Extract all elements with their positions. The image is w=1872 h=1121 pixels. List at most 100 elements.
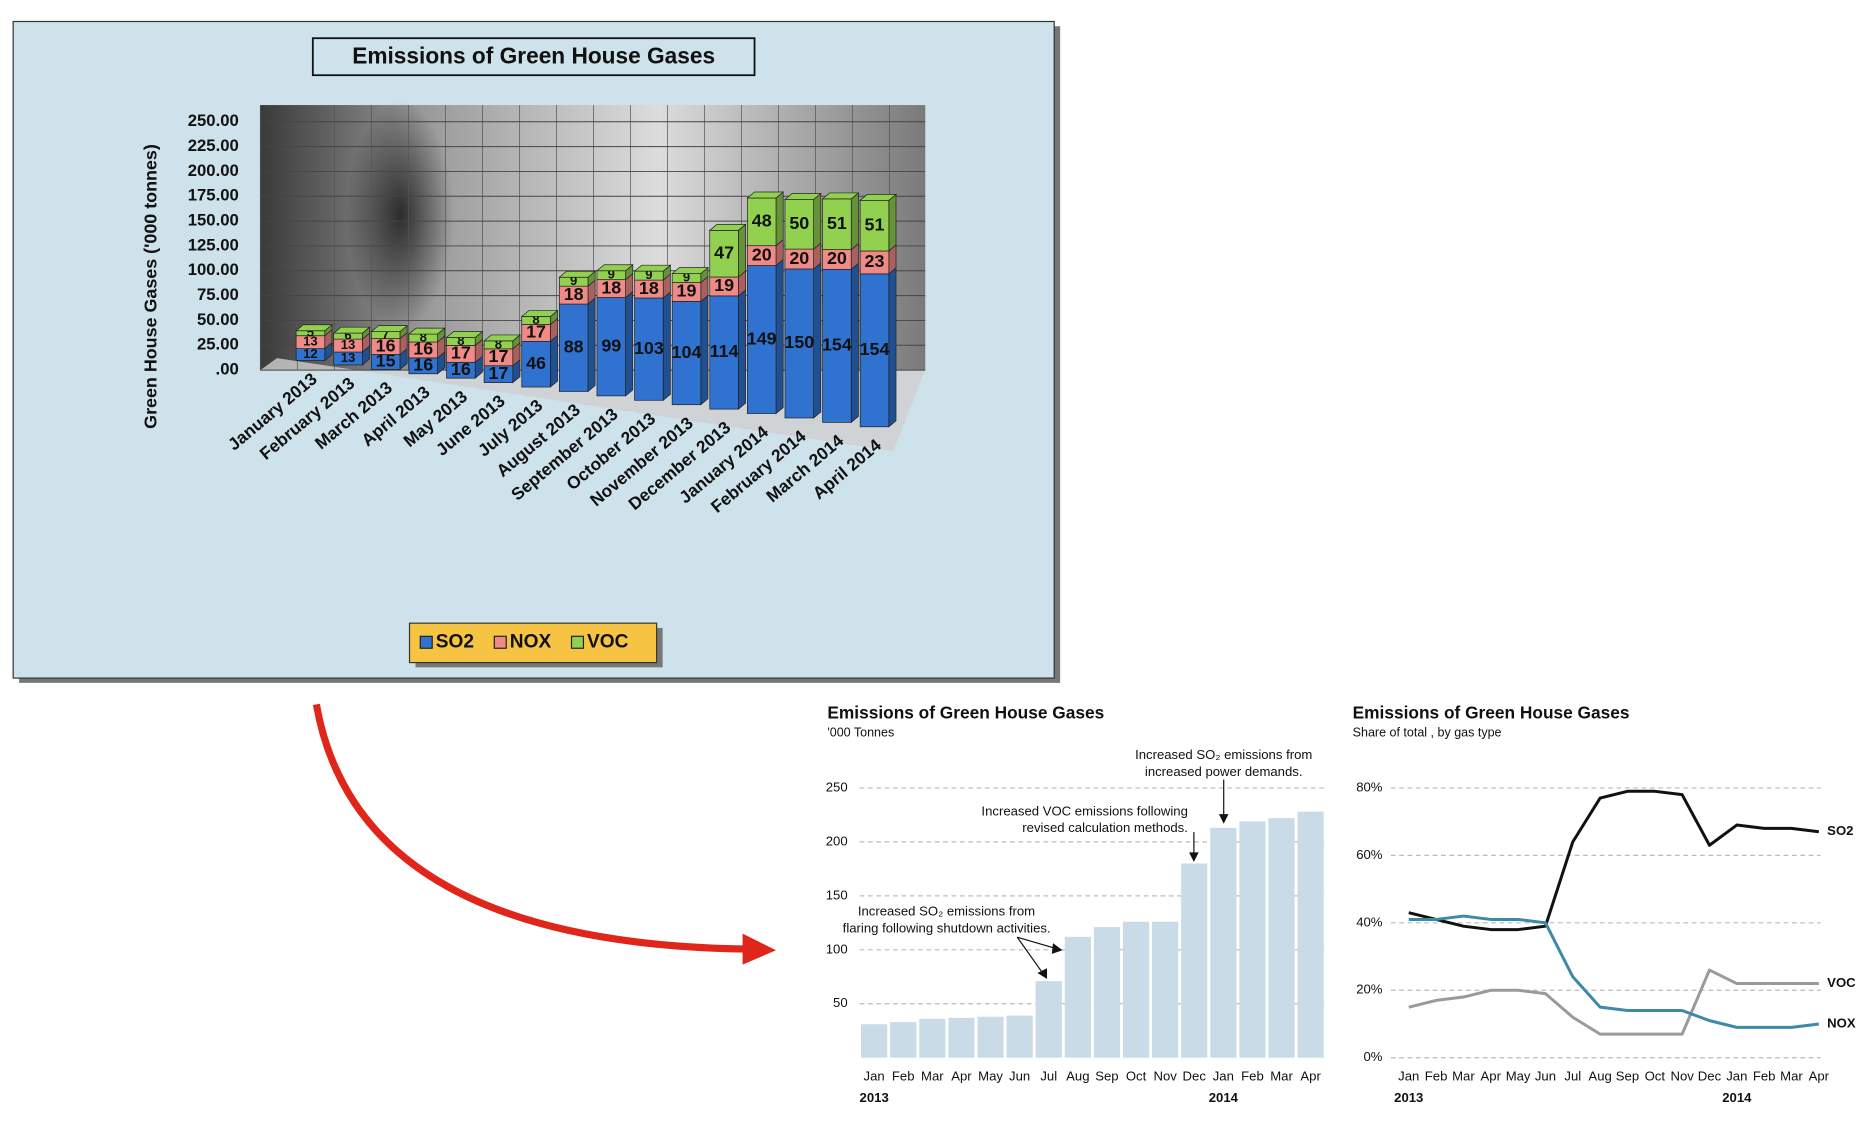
bar-segment (709, 295, 739, 410)
bar (1006, 1015, 1033, 1058)
x-tick-label: Jun (1009, 1068, 1030, 1083)
bar-segment (822, 269, 852, 423)
bar-side (700, 294, 709, 406)
y-tick-label: 250.00 (188, 111, 239, 130)
y-tick-label: 0% (1364, 1049, 1383, 1064)
bar-segment (747, 265, 777, 414)
x-tick-label: May (978, 1068, 1003, 1083)
value-label: 13 (341, 350, 356, 365)
annotation: Increased SO₂ emissions from (858, 904, 1035, 919)
chart-title: Emissions of Green House Gases (1353, 702, 1630, 722)
x-tick-label: Apr (951, 1068, 972, 1083)
bar-top (708, 224, 747, 231)
bar-side (550, 334, 558, 388)
y-tick-label: 150.00 (188, 211, 239, 230)
series-label: SO2 (1827, 823, 1853, 838)
series-line (1408, 789, 1820, 932)
bar-side (775, 191, 784, 247)
bar-top (483, 334, 521, 342)
bar (1093, 927, 1121, 1058)
value-label: 154 (822, 335, 852, 355)
value-label: 6 (344, 328, 351, 343)
bar (919, 1018, 946, 1058)
value-label: 16 (413, 355, 433, 375)
y-tick-label: 50.00 (197, 310, 239, 329)
y-tick-label: 80% (1356, 779, 1383, 794)
x-tick-label: Apr (1809, 1068, 1830, 1083)
bar-top (746, 191, 785, 199)
bar-top (558, 270, 597, 278)
bar-side (888, 267, 897, 428)
y-tick-label: 225.00 (188, 136, 239, 155)
bar (1152, 921, 1179, 1058)
value-label: 8 (495, 336, 502, 351)
value-label: 47 (714, 242, 734, 262)
series-line (1408, 968, 1819, 1036)
x-tick-label: Sep (1616, 1068, 1639, 1083)
legend-swatch (570, 635, 585, 649)
bar-segment (859, 199, 890, 252)
bar-side (813, 262, 822, 419)
value-label: 149 (747, 328, 777, 348)
value-label: 99 (601, 335, 621, 355)
x-tick-label: Feb (1241, 1068, 1264, 1083)
y-tick-label: 75.00 (197, 285, 239, 304)
transform-arrow (312, 703, 747, 953)
y-tick-label: 25.00 (197, 335, 239, 354)
value-label: 23 (865, 251, 885, 271)
x-tick-label: Apr (1300, 1068, 1321, 1083)
year-label: 2014 (1209, 1090, 1239, 1105)
x-tick-label: Mar (1780, 1068, 1803, 1083)
value-label: 15 (376, 351, 396, 371)
bar-side (625, 290, 634, 397)
legend-label: SO2 (436, 631, 474, 652)
y-tick-label: 200.00 (188, 161, 239, 180)
y-tick-label: 200 (826, 833, 848, 848)
y-tick-label: .00 (216, 360, 239, 379)
year-label: 2014 (1722, 1090, 1752, 1105)
x-tick-label: Apr (1481, 1068, 1502, 1083)
value-label: 8 (457, 333, 464, 348)
x-tick-label: Jan (1213, 1068, 1234, 1083)
x-tick-label: Mar (1452, 1068, 1475, 1083)
legend-swatch (419, 635, 433, 649)
chart-2: Emissions of Green House Gases '000 Tonn… (826, 702, 1326, 1105)
x-tick-label: May (1506, 1068, 1531, 1083)
chart-3: Emissions of Green House Gases Share of … (1353, 702, 1857, 1104)
y-tick-label: 20% (1356, 982, 1383, 997)
annotation: Increased VOC emissions following (981, 803, 1187, 818)
value-label: 8 (532, 312, 539, 327)
bar-side (775, 258, 784, 415)
bar-top (295, 324, 333, 332)
annotation: revised calculation methods. (1022, 820, 1188, 835)
bar (977, 1016, 1004, 1058)
value-label: 16 (376, 335, 396, 355)
value-label: 48 (752, 211, 772, 231)
value-label: 17 (451, 343, 471, 363)
bar-top (370, 325, 409, 332)
x-tick-label: Oct (1645, 1068, 1666, 1083)
value-label: 50 (789, 213, 809, 233)
legend-swatch (493, 635, 507, 649)
y-axis-label: Green House Gases ('000 tonnes) (140, 144, 160, 429)
value-label: 88 (564, 336, 584, 356)
value-label: 154 (860, 339, 890, 359)
chart-title: Emissions of Green House Gases (352, 42, 715, 68)
x-tick-label: Mar (1270, 1068, 1293, 1083)
value-label: 18 (601, 277, 621, 297)
series-line (1408, 914, 1820, 1029)
annotations: Increased SO₂ emissions from increased p… (843, 747, 1312, 979)
x-tick-label: Jul (1040, 1068, 1057, 1083)
bar-top (633, 264, 672, 272)
bar-top (332, 326, 371, 334)
bar (1239, 821, 1266, 1058)
y-tick-label: 150 (826, 887, 848, 902)
bar-top (520, 310, 559, 317)
bar-segment (784, 268, 814, 419)
bar-segment (634, 297, 664, 401)
y-tick-label: 125.00 (188, 235, 239, 254)
value-label: 5 (307, 325, 314, 340)
value-label: 20 (752, 244, 772, 264)
x-tick-label: Jan (1398, 1068, 1419, 1083)
